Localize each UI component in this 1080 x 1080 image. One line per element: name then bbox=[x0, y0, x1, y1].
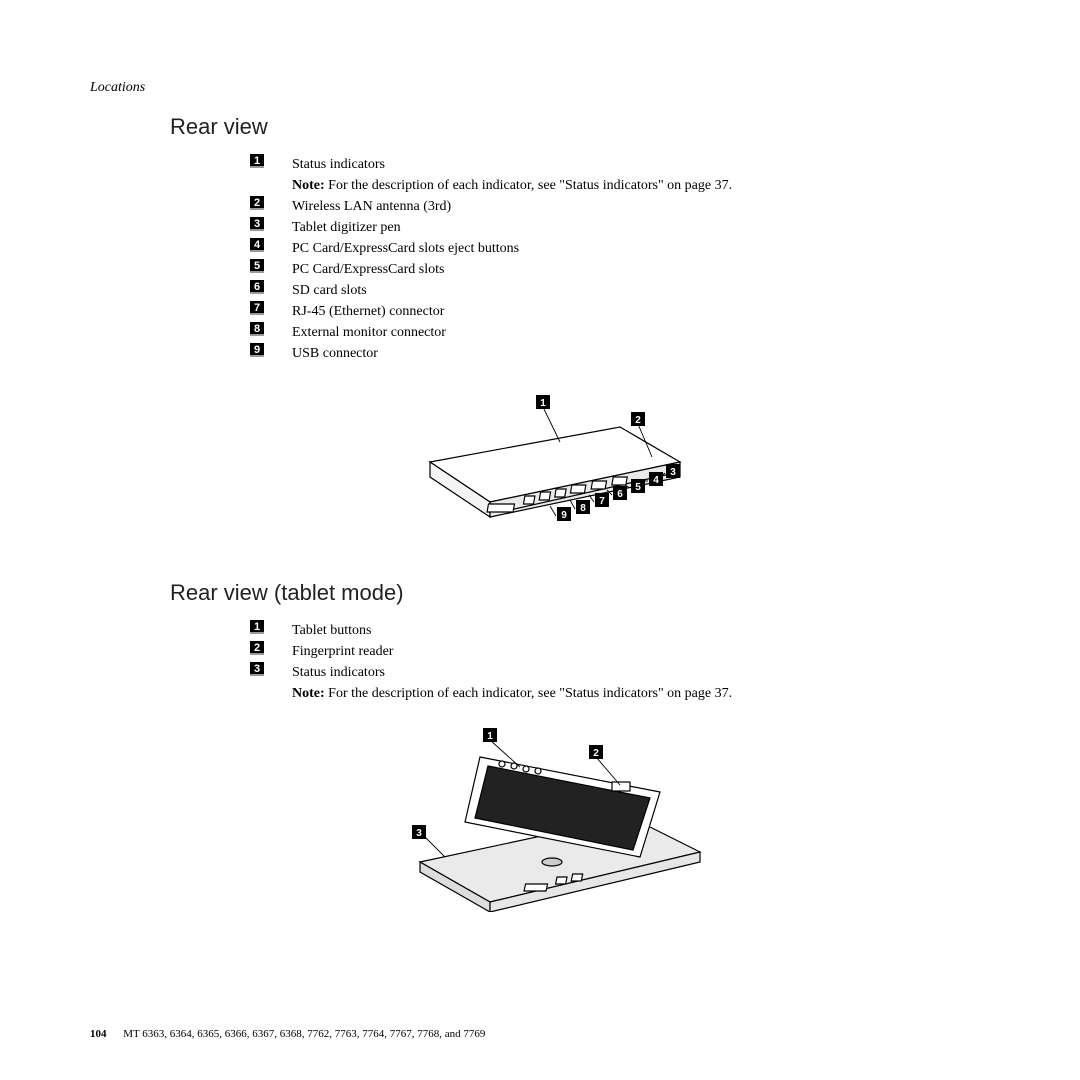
num-badge: 3 bbox=[250, 217, 264, 231]
note-text: For the description of each indicator, s… bbox=[325, 178, 732, 193]
rear-view-title: Rear view bbox=[170, 114, 990, 140]
svg-text:3: 3 bbox=[416, 828, 422, 839]
item-label: External monitor connector bbox=[292, 322, 870, 343]
svg-text:8: 8 bbox=[580, 503, 586, 514]
num-badge: 9 bbox=[250, 343, 264, 357]
list-item: 7 RJ-45 (Ethernet) connector bbox=[250, 301, 870, 322]
rear-view-tablet-title: Rear view (tablet mode) bbox=[170, 580, 990, 606]
num-badge: 5 bbox=[250, 259, 264, 273]
svg-text:3: 3 bbox=[670, 467, 676, 478]
svg-text:1: 1 bbox=[540, 398, 546, 409]
num-badge: 1 bbox=[250, 154, 264, 168]
item-label: Wireless LAN antenna (3rd) bbox=[292, 196, 870, 217]
list-item: 5 PC Card/ExpressCard slots bbox=[250, 259, 870, 280]
num-badge: 1 bbox=[250, 620, 264, 634]
item-label: Status indicators bbox=[292, 662, 870, 683]
footer-text: MT 6363, 6364, 6365, 6366, 6367, 6368, 7… bbox=[123, 1028, 485, 1040]
locations-header: Locations bbox=[90, 80, 990, 96]
list-item: 3 Status indicators bbox=[250, 662, 870, 683]
rear-view-tablet-list: 1 Tablet buttons 2 Fingerprint reader 3 … bbox=[250, 620, 870, 704]
list-item: 4 PC Card/ExpressCard slots eject button… bbox=[250, 238, 870, 259]
tablet-rear-svg: 1 2 3 bbox=[330, 722, 750, 912]
item-label: Tablet buttons bbox=[292, 620, 870, 641]
svg-text:9: 9 bbox=[561, 510, 567, 521]
svg-text:1: 1 bbox=[487, 731, 493, 742]
svg-text:2: 2 bbox=[593, 748, 599, 759]
svg-text:7: 7 bbox=[599, 496, 605, 507]
svg-text:5: 5 bbox=[635, 482, 641, 493]
item-label: USB connector bbox=[292, 343, 870, 364]
item-label: PC Card/ExpressCard slots eject buttons bbox=[292, 238, 870, 259]
page-footer: 104 MT 6363, 6364, 6365, 6366, 6367, 636… bbox=[90, 1028, 485, 1040]
num-badge: 6 bbox=[250, 280, 264, 294]
svg-text:4: 4 bbox=[653, 475, 659, 486]
svg-text:6: 6 bbox=[617, 489, 623, 500]
note-prefix: Note: bbox=[292, 178, 325, 193]
rear-view-figure: 1 2 3 4 5 6 7 8 9 bbox=[90, 382, 990, 552]
list-item: 2 Wireless LAN antenna (3rd) bbox=[250, 196, 870, 217]
num-badge: 4 bbox=[250, 238, 264, 252]
list-item: 1 Tablet buttons bbox=[250, 620, 870, 641]
rear-view-list: 1 Status indicators Note: For the descri… bbox=[250, 154, 870, 364]
svg-text:2: 2 bbox=[635, 415, 641, 426]
num-badge: 2 bbox=[250, 196, 264, 210]
list-item: 1 Status indicators bbox=[250, 154, 870, 175]
list-item: 3 Tablet digitizer pen bbox=[250, 217, 870, 238]
note-row: Note: For the description of each indica… bbox=[292, 683, 870, 704]
item-label: Status indicators bbox=[292, 154, 870, 175]
list-item: 9 USB connector bbox=[250, 343, 870, 364]
note-prefix: Note: bbox=[292, 686, 325, 701]
list-item: 8 External monitor connector bbox=[250, 322, 870, 343]
note-row: Note: For the description of each indica… bbox=[292, 175, 870, 196]
rear-view-tablet-figure: 1 2 3 bbox=[90, 722, 990, 912]
item-label: SD card slots bbox=[292, 280, 870, 301]
num-badge: 3 bbox=[250, 662, 264, 676]
note-text: For the description of each indicator, s… bbox=[325, 686, 732, 701]
num-badge: 7 bbox=[250, 301, 264, 315]
num-badge: 8 bbox=[250, 322, 264, 336]
item-label: PC Card/ExpressCard slots bbox=[292, 259, 870, 280]
page-number: 104 bbox=[90, 1028, 107, 1040]
list-item: 2 Fingerprint reader bbox=[250, 641, 870, 662]
list-item: 6 SD card slots bbox=[250, 280, 870, 301]
item-label: Fingerprint reader bbox=[292, 641, 870, 662]
num-badge: 2 bbox=[250, 641, 264, 655]
item-label: Tablet digitizer pen bbox=[292, 217, 870, 238]
item-label: RJ-45 (Ethernet) connector bbox=[292, 301, 870, 322]
laptop-rear-svg: 1 2 3 4 5 6 7 8 9 bbox=[360, 382, 720, 552]
